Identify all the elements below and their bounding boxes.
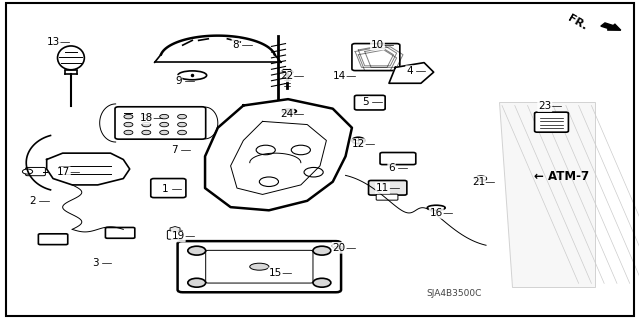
Polygon shape [205, 99, 352, 210]
Text: 12: 12 [352, 139, 365, 149]
Circle shape [177, 122, 186, 127]
Circle shape [313, 278, 331, 287]
Text: 14: 14 [333, 71, 346, 81]
Text: 16: 16 [429, 208, 443, 218]
Ellipse shape [282, 109, 296, 114]
Circle shape [313, 246, 331, 255]
Circle shape [160, 130, 169, 135]
Text: 19: 19 [172, 231, 185, 241]
Circle shape [475, 176, 486, 182]
Text: 22: 22 [280, 71, 293, 81]
FancyArrow shape [601, 23, 621, 30]
Circle shape [142, 122, 151, 127]
Polygon shape [389, 63, 434, 83]
Text: 24: 24 [280, 109, 293, 119]
FancyBboxPatch shape [151, 179, 186, 197]
Text: ← ATM-7: ← ATM-7 [534, 169, 589, 182]
Text: 17: 17 [57, 167, 70, 177]
Circle shape [352, 137, 365, 144]
FancyBboxPatch shape [376, 194, 398, 200]
Circle shape [142, 115, 151, 119]
Ellipse shape [58, 46, 84, 70]
Circle shape [124, 130, 133, 135]
FancyBboxPatch shape [130, 110, 148, 116]
Circle shape [177, 115, 186, 119]
FancyBboxPatch shape [352, 44, 400, 70]
FancyBboxPatch shape [534, 112, 568, 132]
Text: FR.: FR. [566, 13, 589, 33]
Text: 6: 6 [388, 163, 395, 174]
Text: 13: 13 [47, 37, 60, 47]
FancyBboxPatch shape [177, 241, 341, 292]
Ellipse shape [428, 205, 445, 210]
Text: 20: 20 [333, 243, 346, 253]
Circle shape [188, 278, 205, 287]
Circle shape [124, 122, 133, 127]
Text: 21: 21 [472, 177, 485, 187]
Text: 11: 11 [376, 183, 389, 193]
Polygon shape [499, 102, 595, 286]
Text: 1: 1 [162, 184, 169, 194]
Text: 9: 9 [175, 76, 182, 86]
Circle shape [124, 115, 133, 119]
FancyBboxPatch shape [355, 95, 385, 110]
FancyBboxPatch shape [26, 167, 45, 176]
FancyBboxPatch shape [106, 227, 135, 238]
Text: 4: 4 [406, 66, 413, 76]
Text: 7: 7 [171, 145, 178, 155]
Text: 8: 8 [232, 40, 239, 49]
Circle shape [177, 130, 186, 135]
Text: 15: 15 [269, 268, 282, 278]
FancyBboxPatch shape [380, 152, 416, 165]
Circle shape [160, 115, 169, 119]
FancyBboxPatch shape [369, 181, 407, 195]
Circle shape [160, 122, 169, 127]
Circle shape [188, 246, 205, 255]
FancyBboxPatch shape [168, 230, 182, 239]
Text: 10: 10 [371, 40, 384, 49]
Ellipse shape [250, 263, 269, 270]
Circle shape [142, 130, 151, 135]
Text: 23: 23 [538, 101, 552, 111]
Text: 5: 5 [363, 97, 369, 107]
Ellipse shape [178, 71, 207, 80]
Text: 2: 2 [29, 196, 36, 206]
FancyBboxPatch shape [38, 234, 68, 245]
FancyBboxPatch shape [115, 107, 205, 139]
Circle shape [22, 169, 33, 174]
Text: SJA4B3500C: SJA4B3500C [426, 289, 482, 298]
Text: 3: 3 [92, 258, 99, 268]
Text: 18: 18 [140, 113, 153, 123]
Circle shape [332, 243, 344, 249]
